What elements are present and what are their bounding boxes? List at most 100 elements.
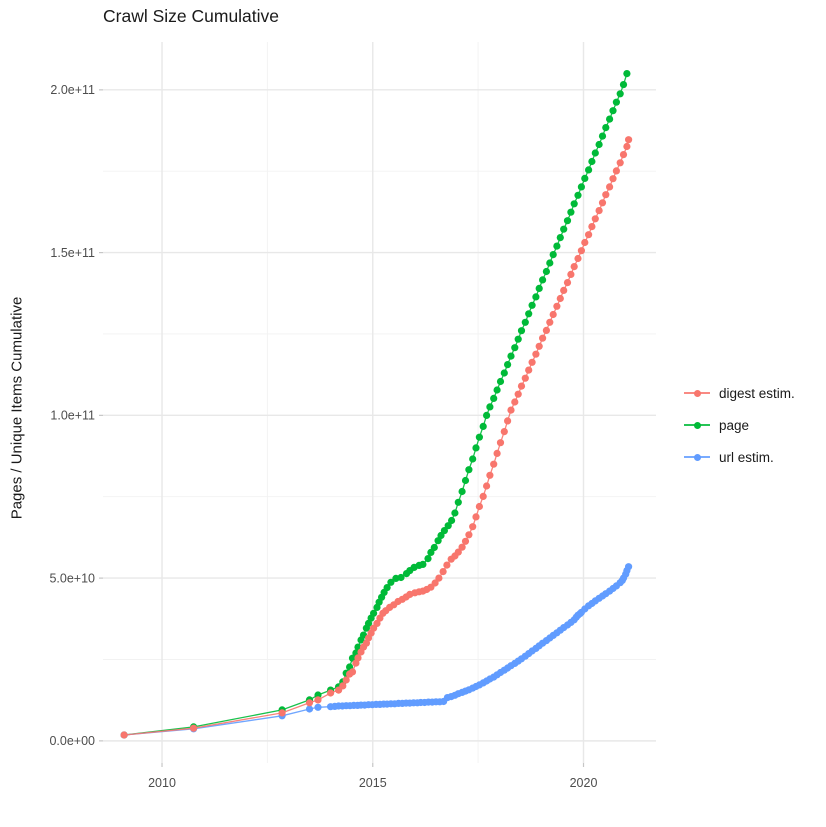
data-point	[504, 417, 512, 425]
data-point	[598, 199, 607, 207]
data-point	[479, 422, 487, 430]
data-point	[595, 207, 603, 215]
data-point	[602, 124, 610, 132]
data-point	[461, 476, 470, 485]
data-point	[465, 531, 473, 539]
data-point	[517, 382, 526, 390]
grid-layer	[103, 42, 656, 763]
data-point	[496, 439, 505, 447]
data-point	[458, 543, 466, 551]
data-point	[314, 696, 322, 704]
data-point	[591, 149, 599, 157]
data-point	[623, 142, 631, 151]
data-point	[458, 487, 466, 496]
data-point	[542, 326, 551, 334]
data-point	[525, 366, 533, 374]
data-point	[581, 238, 589, 247]
data-point	[430, 543, 438, 552]
data-point	[507, 352, 515, 360]
data-point	[546, 318, 554, 326]
data-point	[535, 284, 543, 292]
data-point	[475, 433, 483, 441]
data-point	[549, 251, 557, 259]
data-point	[570, 263, 578, 271]
data-point	[585, 231, 593, 239]
data-point	[465, 466, 473, 474]
legend: digest estim. page url estim.	[684, 383, 795, 467]
axis-layer: 2010 2015 2020 0.0e+00 5.0e+10 1.0e+11 1.5e+11…	[49, 83, 597, 790]
data-point	[370, 609, 378, 617]
data-point	[588, 157, 596, 166]
data-point	[120, 731, 128, 739]
data-point	[542, 267, 551, 276]
legend-key-url	[684, 452, 710, 462]
y-tick-label: 5.0e+10	[49, 571, 95, 585]
data-point	[511, 344, 519, 352]
data-point	[500, 428, 508, 436]
data-point	[570, 200, 578, 208]
data-point	[563, 279, 572, 287]
data-point	[549, 310, 557, 319]
data-point	[507, 406, 515, 414]
data-point	[444, 522, 452, 530]
series-digest-estim-	[120, 136, 633, 739]
series-url-estim-	[120, 563, 633, 739]
data-point	[511, 398, 519, 406]
y-tick-label: 0.0e+00	[49, 734, 95, 748]
data-point	[553, 302, 561, 310]
data-point	[439, 568, 447, 576]
x-tick-label: 2020	[570, 776, 598, 790]
data-point	[591, 215, 599, 223]
data-point	[342, 676, 350, 684]
series-page	[120, 70, 631, 739]
data-point	[612, 167, 621, 175]
data-point	[619, 81, 628, 89]
data-point	[532, 293, 540, 301]
data-point	[500, 369, 508, 377]
data-point	[486, 471, 494, 479]
data-point	[397, 573, 405, 582]
series-line	[124, 566, 630, 736]
data-point	[493, 386, 501, 394]
data-point	[525, 310, 533, 318]
data-point	[567, 270, 575, 278]
data-point	[556, 294, 564, 303]
legend-item-digest: digest estim.	[684, 383, 795, 403]
data-point	[419, 560, 427, 569]
legend-item-page: page	[684, 415, 795, 435]
data-point	[496, 377, 505, 386]
data-point	[539, 334, 547, 342]
data-point	[475, 502, 483, 511]
data-point	[625, 136, 633, 144]
data-point	[588, 223, 596, 231]
data-point	[521, 374, 529, 382]
data-point	[514, 335, 522, 343]
data-point	[305, 705, 314, 713]
y-tick-label: 1.0e+11	[50, 409, 95, 423]
data-point	[528, 358, 536, 366]
legend-label-page: page	[719, 417, 750, 433]
data-point	[314, 703, 322, 711]
data-point	[448, 516, 456, 525]
data-point	[440, 527, 448, 535]
data-point	[490, 460, 498, 468]
data-point	[461, 537, 470, 545]
data-point	[451, 509, 459, 517]
data-point	[305, 699, 314, 707]
data-point	[581, 174, 589, 182]
data-point	[539, 276, 547, 284]
data-point	[521, 318, 529, 326]
data-point	[348, 668, 357, 676]
data-point	[546, 259, 554, 267]
data-point	[469, 523, 477, 531]
data-point	[577, 247, 586, 255]
data-point	[454, 498, 462, 506]
data-point	[535, 342, 543, 350]
data-point	[431, 579, 439, 587]
legend-label-url: url estim.	[719, 449, 774, 465]
data-point	[567, 208, 575, 216]
data-point	[443, 561, 451, 569]
data-point	[602, 191, 610, 199]
data-point	[190, 724, 198, 732]
